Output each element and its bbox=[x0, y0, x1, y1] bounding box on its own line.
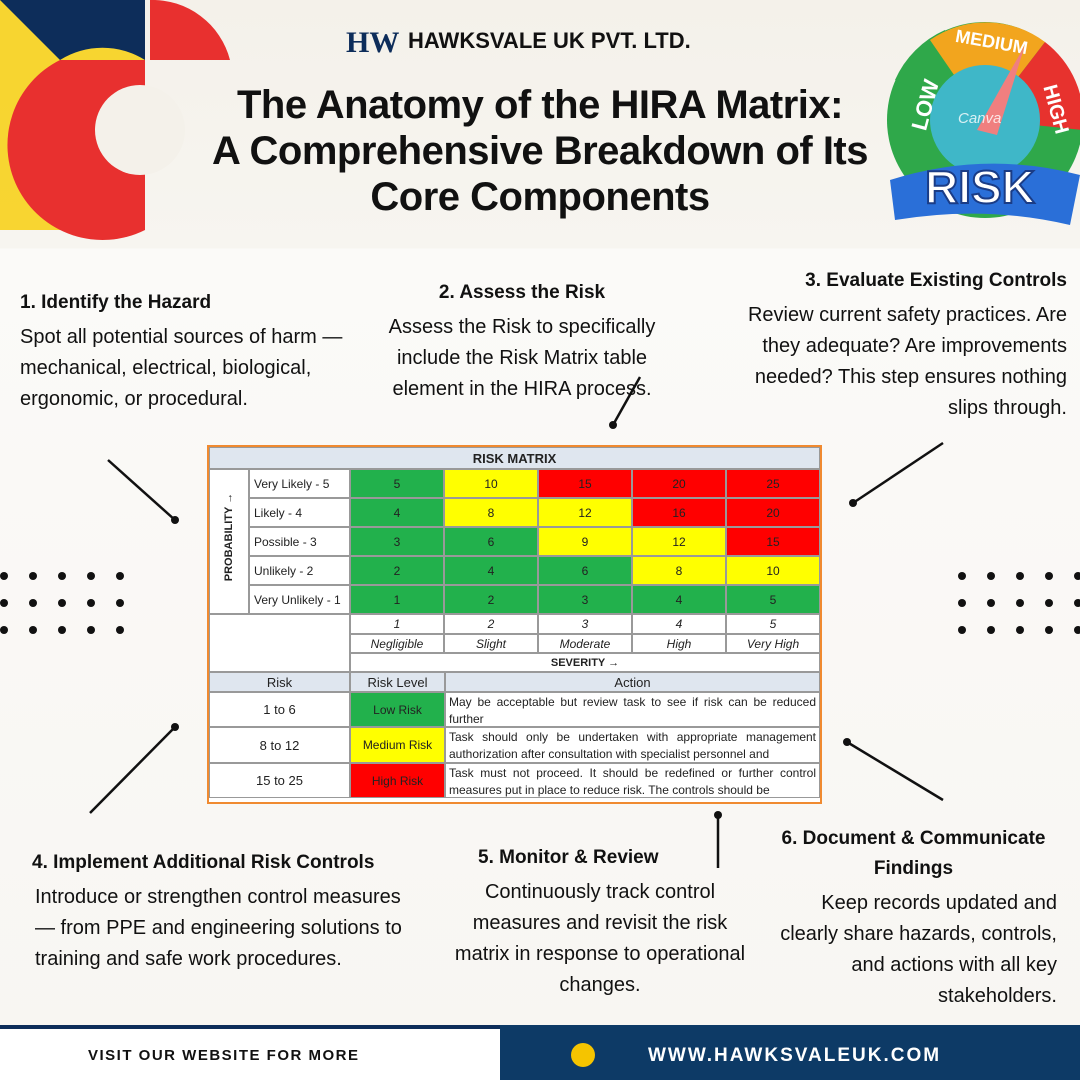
severity-number: 3 bbox=[538, 614, 632, 634]
matrix-cell: 6 bbox=[538, 556, 632, 585]
section: 1. Identify the Hazard Spot all potential… bbox=[20, 292, 350, 415]
severity-number: 2 bbox=[444, 614, 538, 634]
matrix-cell: 8 bbox=[632, 556, 726, 585]
matrix-cell: 6 bbox=[444, 527, 538, 556]
title-line: Core Components bbox=[370, 175, 710, 219]
row-label: Very Likely - 5 bbox=[249, 469, 350, 498]
badge-word: RISK bbox=[924, 160, 1036, 214]
section-title: 2. Assess the Risk bbox=[438, 282, 606, 303]
section-title: 1. Identify the Hazard bbox=[20, 292, 212, 313]
matrix-cell: 9 bbox=[538, 527, 632, 556]
svg-text:HW: HW bbox=[346, 26, 399, 59]
matrix-cell: 5 bbox=[726, 585, 820, 614]
footer-right[interactable]: WWW.HAWKSVALEUK.COM bbox=[648, 1045, 942, 1066]
section: 2. Assess the Risk Assess the Risk to spe… bbox=[362, 282, 682, 405]
matrix-cell: 10 bbox=[444, 469, 538, 498]
legend-range: 1 to 6 bbox=[209, 692, 350, 727]
matrix-cell: 3 bbox=[350, 527, 444, 556]
matrix-cell: 4 bbox=[350, 498, 444, 527]
section: 5. Monitor & Review Continuously track co… bbox=[450, 847, 750, 1001]
section-text: Spot all potential sources of harm — mec… bbox=[20, 326, 343, 410]
section-text: Keep records updated and clearly share h… bbox=[780, 892, 1057, 1007]
title: The Anatomy of the HIRA Matrix: A Compre… bbox=[150, 82, 930, 220]
watermark: Canva bbox=[958, 110, 1002, 127]
matrix-cell: 3 bbox=[538, 585, 632, 614]
section-text: Review current safety practices. Are the… bbox=[747, 304, 1067, 419]
matrix-cell: 15 bbox=[538, 469, 632, 498]
section: 3. Evaluate Existing Controls Review curr… bbox=[710, 270, 1067, 424]
probability-label bbox=[209, 469, 249, 614]
section-text: Introduce or strengthen control measures… bbox=[35, 886, 402, 970]
section-text: Continuously track control measures and … bbox=[454, 881, 746, 996]
title-line: The Anatomy of the HIRA Matrix: bbox=[236, 83, 844, 127]
severity-name: Moderate bbox=[538, 634, 632, 653]
row-label: Possible - 3 bbox=[249, 527, 350, 556]
section-title: 4. Implement Additional Risk Controls bbox=[32, 852, 375, 873]
row-label: Unlikely - 2 bbox=[249, 556, 350, 585]
section-title: 5. Monitor & Review bbox=[478, 847, 659, 868]
legend-level: High Risk bbox=[350, 763, 445, 798]
matrix-cell: 2 bbox=[350, 556, 444, 585]
legend-header: Action bbox=[445, 672, 820, 692]
severity-name: Slight bbox=[444, 634, 538, 653]
section: 6. Document & Communicate Findings Keep r… bbox=[770, 824, 1057, 1012]
legend-action: Task should only be undertaken with appr… bbox=[445, 727, 820, 763]
legend-action: May be acceptable but review task to see… bbox=[445, 692, 820, 727]
section-text: Assess the Risk to specifically include … bbox=[388, 316, 656, 400]
blank bbox=[209, 614, 350, 672]
row-label: Very Unlikely - 1 bbox=[249, 585, 350, 614]
section-title: 3. Evaluate Existing Controls bbox=[805, 270, 1067, 291]
matrix-cell: 5 bbox=[350, 469, 444, 498]
legend-action: Task must not proceed. It should be rede… bbox=[445, 763, 820, 798]
matrix-cell: 2 bbox=[444, 585, 538, 614]
legend-range: 15 to 25 bbox=[209, 763, 350, 798]
severity-name: Very High bbox=[726, 634, 820, 653]
severity-name: High bbox=[632, 634, 726, 653]
matrix-cell: 1 bbox=[350, 585, 444, 614]
company: HAWKSVALE UK PVT. LTD. bbox=[408, 28, 691, 53]
dots bbox=[958, 572, 1080, 634]
title-line: A Comprehensive Breakdown of Its bbox=[212, 129, 869, 173]
dots bbox=[0, 572, 126, 634]
legend-range: 8 to 12 bbox=[209, 727, 350, 763]
matrix-cell: 12 bbox=[538, 498, 632, 527]
severity-number: 5 bbox=[726, 614, 820, 634]
section: 4. Implement Additional Risk Controls Int… bbox=[32, 852, 452, 975]
severity-number: 1 bbox=[350, 614, 444, 634]
legend-level: Medium Risk bbox=[350, 727, 445, 763]
matrix-cell: 20 bbox=[726, 498, 820, 527]
matrix-title: RISK MATRIX bbox=[209, 447, 820, 469]
row-label: Likely - 4 bbox=[249, 498, 350, 527]
matrix-cell: 8 bbox=[444, 498, 538, 527]
matrix-cell: 10 bbox=[726, 556, 820, 585]
matrix-cell: 4 bbox=[632, 585, 726, 614]
matrix-cell: 4 bbox=[444, 556, 538, 585]
matrix-cell: 20 bbox=[632, 469, 726, 498]
probability-text: PROBABILITY → bbox=[223, 492, 235, 582]
matrix-cell: 25 bbox=[726, 469, 820, 498]
matrix-cell: 16 bbox=[632, 498, 726, 527]
matrix-cell: 12 bbox=[632, 527, 726, 556]
legend-header: Risk bbox=[209, 672, 350, 692]
legend-header: Risk Level bbox=[350, 672, 445, 692]
footer-left: VISIT OUR WEBSITE FOR MORE bbox=[88, 1047, 360, 1064]
legend-level: Low Risk bbox=[350, 692, 445, 727]
severity-label: SEVERITY → bbox=[350, 653, 820, 672]
matrix-cell: 15 bbox=[726, 527, 820, 556]
severity-number: 4 bbox=[632, 614, 726, 634]
severity-name: Negligible bbox=[350, 634, 444, 653]
section-title: 6. Document & Communicate Findings bbox=[781, 828, 1046, 879]
